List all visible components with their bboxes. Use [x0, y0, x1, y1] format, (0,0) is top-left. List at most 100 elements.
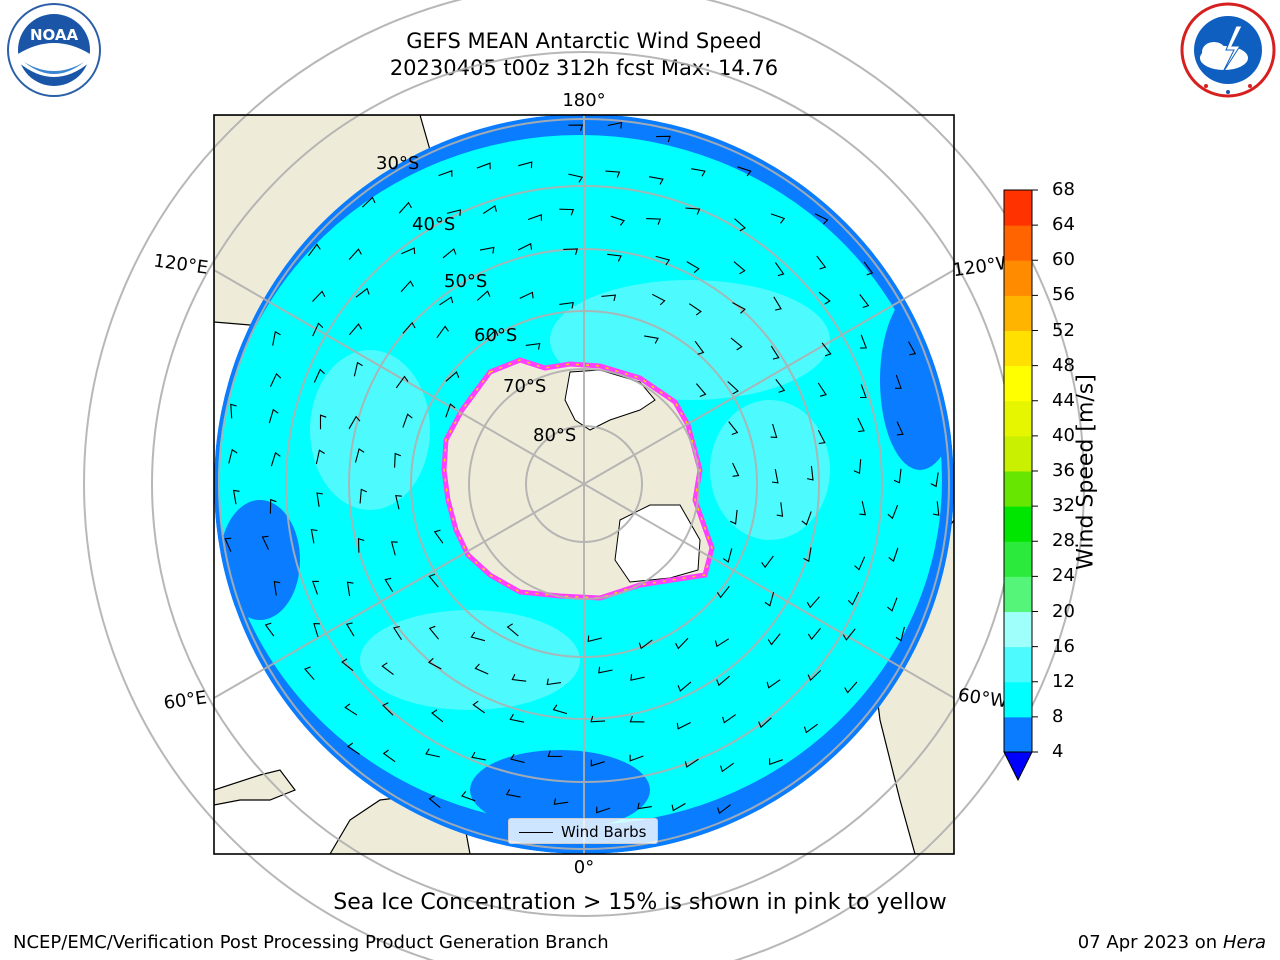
nws-logo [1180, 2, 1276, 98]
wind-barb [474, 663, 489, 675]
colorbar-tick-label: 48 [1052, 354, 1075, 376]
wind-barb [442, 248, 457, 259]
wind-barb [806, 596, 820, 609]
wind-barb [722, 548, 733, 563]
wind-barbs-legend: Wind Barbs [508, 818, 658, 844]
lon-label-180: 180° [562, 90, 605, 111]
sea-ice-caption: Sea Ice Concentration > 15% is shown in … [333, 890, 947, 915]
wind-barb [362, 196, 376, 208]
graticule [83, 0, 1085, 960]
colorbar-segment [1004, 646, 1032, 683]
wind-barb [427, 657, 442, 670]
wind-barb [730, 337, 743, 351]
wind-barb [273, 581, 281, 596]
wind-barb [649, 176, 664, 185]
wind-barb [400, 280, 414, 293]
wind-barb [605, 170, 621, 178]
wind-barb [590, 759, 605, 767]
wind-barb [264, 622, 275, 637]
wind-barb [348, 248, 362, 260]
wind-barb [431, 709, 444, 723]
wind-barb [395, 494, 402, 510]
wind-barb [346, 581, 354, 597]
wind-barb [930, 472, 939, 488]
wind-barb [393, 625, 402, 640]
wind-barb [758, 717, 772, 729]
wind-barb [895, 626, 905, 642]
colorbar-segment [1004, 471, 1032, 507]
footer-date-text: 07 Apr 2023 on [1077, 932, 1223, 953]
wind-barb [677, 681, 692, 692]
wind-barb [644, 335, 659, 344]
wind-barb [887, 504, 899, 520]
wind-barb [312, 322, 324, 337]
wind-barb [341, 658, 354, 672]
footer-credit: NCEP/EMC/Verification Post Processing Pr… [13, 932, 609, 953]
wind-barb [686, 261, 700, 274]
wind-barb [732, 302, 746, 314]
wind-barb [461, 790, 476, 802]
wind-barb [596, 806, 611, 814]
wind-barb [733, 261, 746, 275]
wind-barb [857, 417, 865, 433]
colorbar-extend-arrow [1003, 751, 1033, 782]
lon-label-120e: 120°E [152, 250, 209, 278]
wind-barb [270, 451, 281, 467]
wind-barb [761, 555, 774, 569]
wind-barb [803, 547, 812, 563]
wind-barb [525, 342, 541, 350]
colorbar-tick-label: 56 [1052, 284, 1075, 306]
wind-barb [720, 762, 735, 773]
wind-barb [484, 329, 499, 341]
colorbar-segment [1004, 295, 1032, 331]
wind-barb [471, 751, 486, 761]
wind-barb [316, 492, 323, 507]
wind-barb [559, 208, 575, 216]
wind-barb [821, 342, 832, 357]
lon-label-60w: 60°W [957, 685, 1009, 713]
wind-barb [438, 170, 453, 177]
lat-label-30s: 30°S [376, 153, 419, 174]
wind-barb [630, 674, 645, 681]
wind-barb [510, 753, 525, 764]
lon-label-0: 0° [574, 857, 594, 878]
ross-ice-shelf [564, 369, 656, 431]
wind-barb [734, 218, 746, 232]
wind-barb [224, 537, 232, 552]
wind-barb [801, 511, 812, 526]
wind-barb [860, 334, 867, 349]
wind-barb [769, 758, 783, 766]
wind-barb [587, 635, 602, 643]
wind-barb [313, 623, 320, 638]
colorbar-tick-label: 68 [1052, 179, 1075, 200]
wind-barb [401, 247, 416, 255]
lat-label-60s: 60°S [474, 325, 517, 346]
wind-barb [610, 215, 626, 226]
wind-barb [348, 415, 361, 430]
wind-barb [859, 294, 870, 309]
wind-barb [888, 547, 899, 562]
wind-barb [776, 502, 784, 517]
wind-barb [814, 213, 829, 225]
wind-barb [395, 375, 409, 389]
map-title: GEFS MEAN Antarctic Wind Speed [406, 29, 762, 53]
wind-barb [261, 535, 269, 550]
wind-barb [607, 253, 622, 262]
colorbar-tick-label: 20 [1052, 600, 1075, 622]
colorbar-segment [1004, 506, 1032, 542]
wind-barb [308, 243, 321, 257]
colorbar-segment [1004, 435, 1032, 472]
wind-barb [896, 421, 904, 436]
wind-barb [348, 323, 363, 336]
wind-barb [806, 465, 814, 481]
wind-barb [390, 541, 398, 556]
wind-barb [770, 213, 786, 224]
wind-barb [887, 597, 898, 612]
wind-barb [428, 573, 439, 588]
wind-barb [803, 723, 818, 734]
wind-barb [694, 340, 705, 355]
wind-barb [272, 330, 281, 346]
wind-barb [398, 201, 412, 214]
wind-barb [505, 789, 521, 798]
colorbar-segment [1004, 260, 1032, 296]
